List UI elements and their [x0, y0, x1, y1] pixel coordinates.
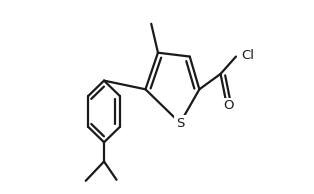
Text: S: S: [176, 117, 184, 130]
Text: Cl: Cl: [241, 49, 254, 62]
Text: O: O: [223, 99, 234, 112]
